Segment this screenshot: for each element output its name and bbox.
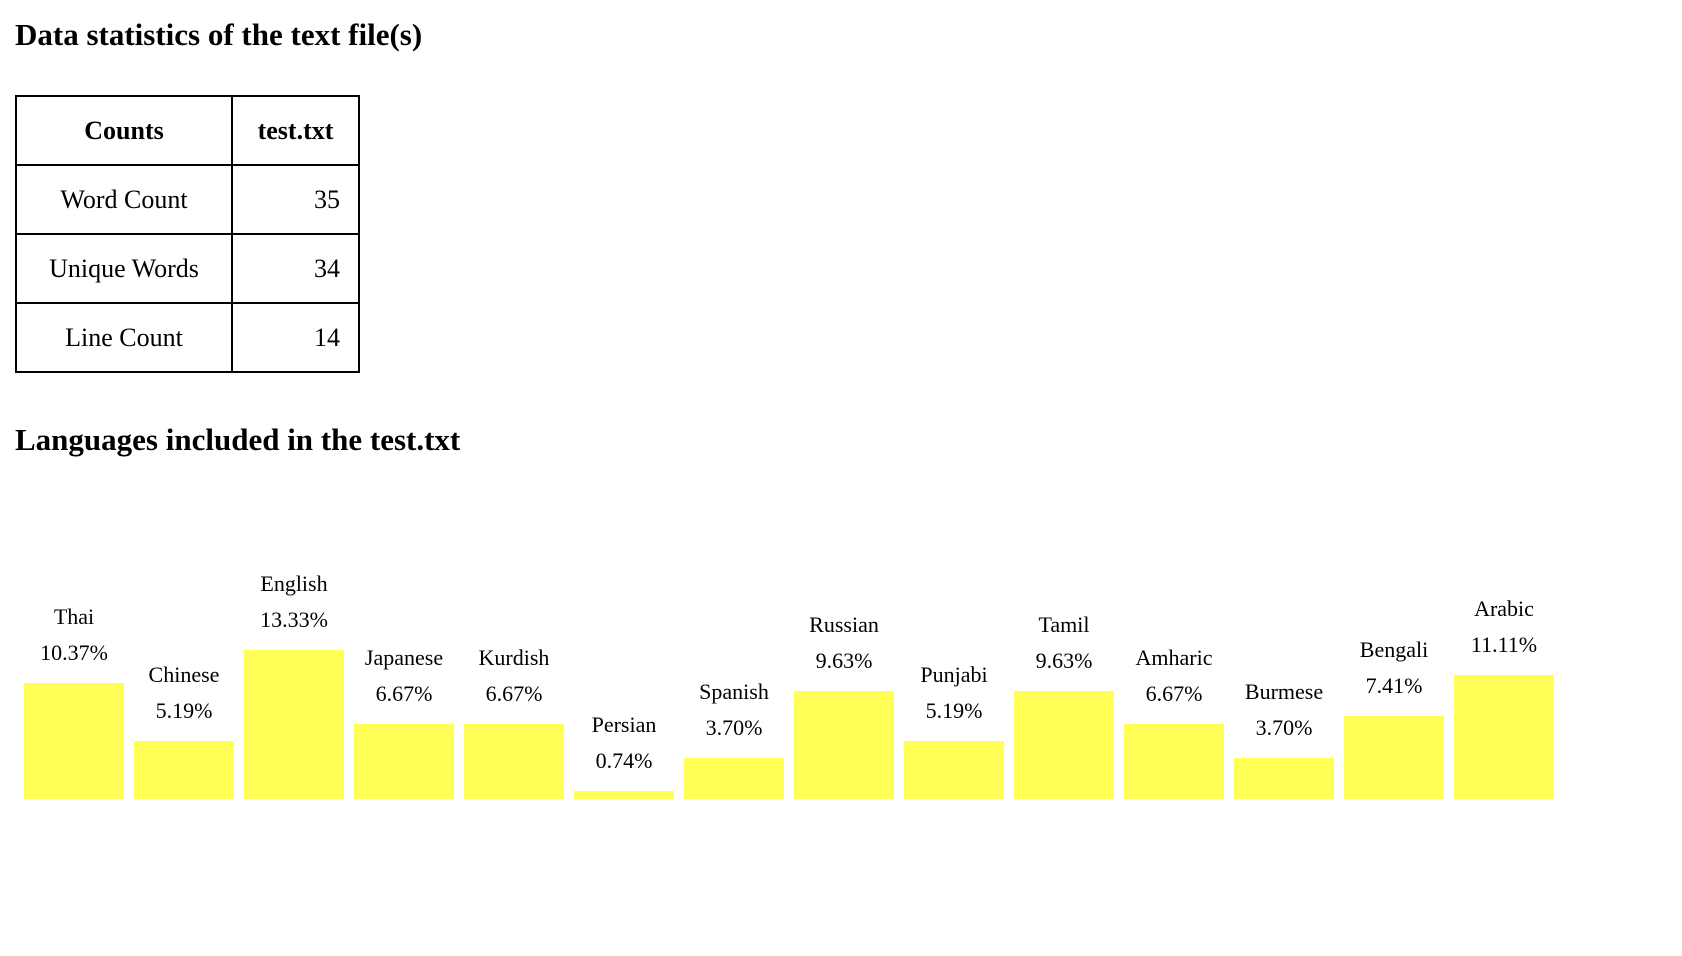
percent-label: 0.74% (595, 748, 653, 773)
language-label: Chinese (148, 662, 220, 687)
bar-rect-kurdish (464, 724, 564, 799)
line-count-label: Line Count (15, 302, 233, 373)
bar-group-russian: Russian 9.63% (794, 607, 894, 799)
line-count-row: Line Count 14 (15, 302, 360, 373)
percent-label: 3.70% (705, 715, 763, 740)
bar-rect-amharic (1124, 724, 1224, 799)
bar-rect-chinese (134, 741, 234, 799)
word-count-row: Word Count 35 (15, 164, 360, 235)
bar-rect-burmese (1234, 758, 1334, 799)
bar-group-punjabi: Punjabi 5.19% (904, 657, 1004, 799)
percent-label: 6.67% (375, 681, 433, 706)
bar-rect-punjabi (904, 741, 1004, 799)
bar-rect-english (244, 650, 344, 799)
percent-label: 3.70% (1255, 715, 1313, 740)
percent-label: 6.67% (485, 681, 543, 706)
bar-group-arabic: Arabic 11.11% (1454, 591, 1554, 799)
language-bar-chart: Thai 10.37% Chinese 5.19% English 13.33%… (24, 519, 1554, 799)
language-label: Russian (809, 612, 879, 637)
bar-group-chinese: Chinese 5.19% (134, 657, 234, 799)
percent-label: 9.63% (1035, 648, 1093, 673)
bar-rect-russian (794, 691, 894, 799)
languages-section-title: Languages included in the test.txt (15, 422, 461, 457)
language-label: Amharic (1135, 645, 1213, 670)
bar-group-amharic: Amharic 6.67% (1124, 640, 1224, 799)
percent-label: 5.19% (925, 698, 983, 723)
bar-group-english: English 13.33% (244, 566, 344, 799)
bar-rect-japanese (354, 724, 454, 799)
language-label: Kurdish (478, 645, 550, 670)
counts-header-cell: Counts (15, 95, 233, 166)
unique-words-label: Unique Words (15, 233, 233, 304)
bar-group-bengali: Bengali 7.41% (1344, 632, 1444, 799)
unique-words-value: 34 (231, 233, 360, 304)
language-label: English (260, 571, 328, 596)
percent-label: 7.41% (1365, 673, 1423, 698)
percent-label: 11.11% (1470, 632, 1538, 657)
unique-words-row: Unique Words 34 (15, 233, 360, 304)
language-label: Arabic (1474, 596, 1534, 621)
language-label: Punjabi (920, 662, 988, 687)
bar-rect-thai (24, 683, 124, 799)
language-label: Thai (53, 604, 95, 629)
bar-group-burmese: Burmese 3.70% (1234, 674, 1334, 799)
language-label: Japanese (364, 645, 444, 670)
filename-header-cell: test.txt (231, 95, 360, 166)
line-count-value: 14 (231, 302, 360, 373)
bar-group-japanese: Japanese 6.67% (354, 640, 454, 799)
percent-label: 13.33% (260, 607, 328, 632)
bar-rect-spanish (684, 758, 784, 799)
bar-rect-persian (574, 791, 674, 799)
bar-group-thai: Thai 10.37% (24, 599, 124, 799)
language-label: Burmese (1244, 679, 1324, 704)
language-label: Persian (591, 712, 657, 737)
percent-label: 10.37% (40, 640, 108, 665)
language-label: Spanish (699, 679, 769, 704)
percent-label: 5.19% (155, 698, 213, 723)
stats-section-title: Data statistics of the text file(s) (15, 17, 423, 52)
stats-table: Counts test.txt Word Count 35 Unique Wor… (15, 95, 360, 373)
percent-label: 9.63% (815, 648, 873, 673)
language-label: Tamil (1038, 612, 1090, 637)
word-count-value: 35 (231, 164, 360, 235)
bar-rect-tamil (1014, 691, 1114, 799)
bar-group-spanish: Spanish 3.70% (684, 674, 784, 799)
bar-group-tamil: Tamil 9.63% (1014, 607, 1114, 799)
bar-group-persian: Persian 0.74% (574, 707, 674, 799)
table-header-row: Counts test.txt (15, 95, 360, 166)
word-count-label: Word Count (15, 164, 233, 235)
bar-rect-bengali (1344, 716, 1444, 799)
language-label: Bengali (1359, 637, 1429, 662)
percent-label: 6.67% (1145, 681, 1203, 706)
bar-group-kurdish: Kurdish 6.67% (464, 640, 564, 799)
bar-rect-arabic (1454, 675, 1554, 799)
